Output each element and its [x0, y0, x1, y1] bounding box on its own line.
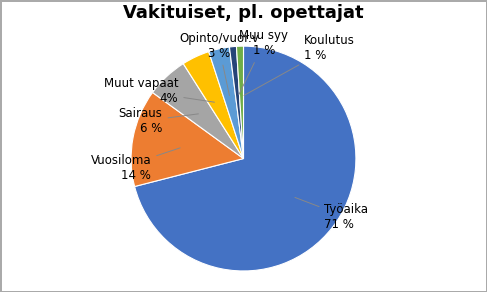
Text: Opinto/vuor.v
3 %: Opinto/vuor.v 3 % — [179, 32, 259, 95]
Text: Vuosiloma
14 %: Vuosiloma 14 % — [91, 148, 180, 182]
Wedge shape — [152, 64, 244, 159]
Wedge shape — [237, 46, 244, 159]
Text: Työaika
71 %: Työaika 71 % — [295, 197, 369, 231]
Text: Sairaus
6 %: Sairaus 6 % — [119, 107, 198, 135]
Wedge shape — [229, 46, 244, 159]
Wedge shape — [134, 46, 356, 271]
Text: Muu syy
1 %: Muu syy 1 % — [239, 29, 288, 95]
Title: Vakituiset, pl. opettajat: Vakituiset, pl. opettajat — [123, 4, 364, 22]
Text: Koulutus
1 %: Koulutus 1 % — [244, 34, 355, 95]
Wedge shape — [209, 47, 244, 159]
Wedge shape — [183, 52, 244, 159]
Wedge shape — [131, 93, 244, 187]
Text: Muut vapaat
4%: Muut vapaat 4% — [104, 77, 214, 105]
